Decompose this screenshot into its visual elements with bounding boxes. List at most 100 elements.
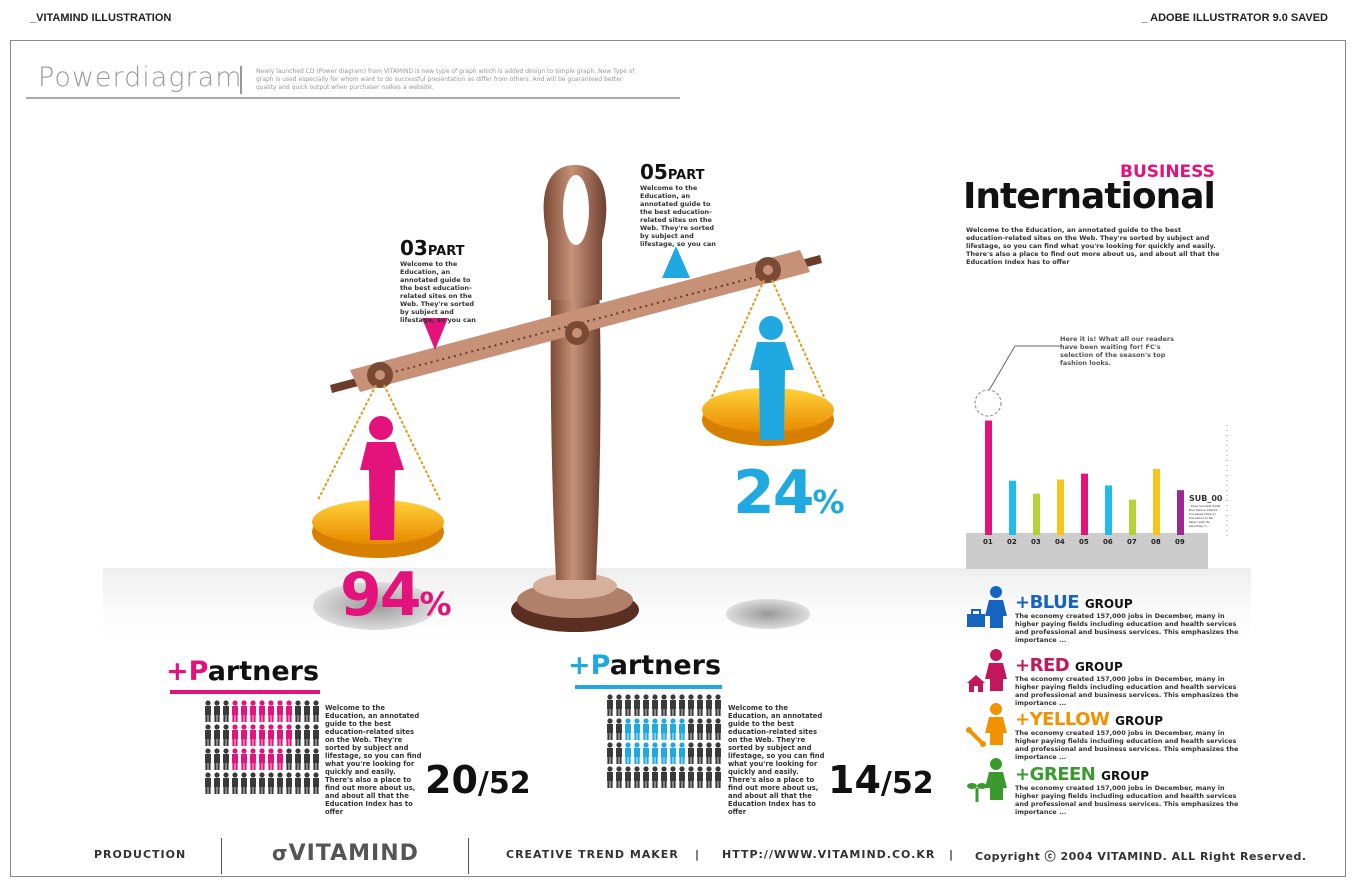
person-icon (295, 748, 301, 770)
person-icon (715, 742, 721, 764)
partners-right-text: Welcome to the Education, an annotated g… (728, 704, 825, 816)
left-pan-shadow (313, 582, 437, 630)
person-icon (259, 724, 265, 746)
callout-circle (974, 389, 1002, 417)
left-part-block: 03PART Welcome to the Education, an anno… (400, 236, 490, 324)
partners-right-fraction: 14/52 (828, 758, 934, 802)
partners-right-title: +Partners (568, 650, 722, 681)
person-icon (268, 724, 274, 746)
sub-label: SUB_00 (1189, 494, 1223, 503)
partners-left-title: +Partners (166, 656, 320, 687)
bars-group (985, 420, 1184, 535)
group-red: +RED GROUP The economy created 157,000 j… (963, 649, 1253, 711)
tick-label-08: 08 (1151, 538, 1161, 546)
tick-label-07: 07 (1127, 538, 1137, 546)
person-icon (652, 718, 658, 740)
group-red-name: +RED GROUP (1015, 655, 1123, 676)
scale-beam (350, 250, 810, 392)
partners-right-rule (575, 685, 722, 689)
person-icon (715, 766, 721, 788)
person-icon (679, 694, 685, 716)
house-icon (967, 649, 1007, 692)
person-icon (661, 766, 667, 788)
chart-callout: Here it is! What all our readers have be… (1060, 335, 1175, 367)
international-desc: Welcome to the Education, an annotated g… (966, 226, 1220, 266)
right-part-text: Welcome to the Education, an annotated g… (640, 184, 716, 248)
group-yellow: +YELLOW GROUP The economy created 157,00… (963, 703, 1253, 765)
tick-label-02: 02 (1007, 538, 1017, 546)
person-icon (634, 718, 640, 740)
person-icon (670, 694, 676, 716)
person-icon (304, 724, 310, 746)
bar-02 (1009, 480, 1016, 535)
person-icon (652, 742, 658, 764)
person-icon (250, 772, 256, 794)
footer-separator-2 (468, 838, 469, 874)
bar-01 (985, 420, 992, 535)
person-icon (295, 724, 301, 746)
left-part-title: 03PART (400, 236, 465, 260)
person-icon (652, 766, 658, 788)
bar-06 (1105, 485, 1112, 535)
person-icon (268, 772, 274, 794)
person-icon (232, 772, 238, 794)
person-icon (607, 742, 613, 764)
bar-chart: 01 02 03 04 05 06 07 08 09 (966, 345, 1228, 569)
person-icon (616, 718, 622, 740)
group-blue-text: The economy created 157,000 jobs in Dece… (1015, 612, 1239, 644)
footer-production: PRODUCTION (94, 848, 187, 861)
person-icon (304, 772, 310, 794)
person-icon (304, 748, 310, 770)
vitamind-logo: σVITAMIND (272, 841, 419, 866)
person-icon (241, 700, 247, 722)
person-icon (250, 724, 256, 746)
tick-label-09: 09 (1175, 538, 1185, 546)
right-percent: 24% (733, 458, 845, 528)
group-yellow-name: +YELLOW GROUP (1015, 709, 1163, 730)
person-icon (688, 718, 694, 740)
tick-label-01: 01 (983, 538, 993, 546)
people-grid-left (204, 700, 320, 798)
person-icon (214, 700, 220, 722)
person-icon (688, 694, 694, 716)
person-icon (625, 694, 631, 716)
floor-band (103, 568, 1251, 638)
person-icon (223, 772, 229, 794)
person-icon (286, 700, 292, 722)
person-icon (268, 700, 274, 722)
person-icon (286, 748, 292, 770)
person-icon (706, 766, 712, 788)
person-icon (313, 748, 319, 770)
person-icon (205, 772, 211, 794)
person-icon (232, 724, 238, 746)
person-icon (214, 748, 220, 770)
footer-trend: CREATIVE TREND MAKER (506, 848, 679, 861)
person-icon (625, 742, 631, 764)
person-icon (715, 694, 721, 716)
footer-url-link[interactable]: HTTP://WWW.VITAMIND.CO.KR (722, 848, 936, 861)
left-part-text: Welcome to the Education, an annotated g… (400, 260, 476, 324)
chains (317, 279, 831, 501)
sprout-icon (967, 758, 1007, 802)
person-icon (241, 748, 247, 770)
person-icon (223, 748, 229, 770)
person-icon (277, 724, 283, 746)
chart-base (966, 533, 1208, 569)
person-icon (643, 766, 649, 788)
group-green-name: +GREEN GROUP (1015, 764, 1149, 785)
person-icon (607, 718, 613, 740)
left-marker (422, 318, 448, 350)
footer-pipe-1: | (695, 848, 701, 861)
person-icon (223, 700, 229, 722)
person-icon (232, 700, 238, 722)
person-icon (313, 700, 319, 722)
footer: PRODUCTION σVITAMIND CREATIVE TREND MAKE… (0, 838, 1356, 874)
callout-line (987, 345, 1062, 393)
footer-copyright: Copyright ⓒ 2004 VITAMIND. ALL Right Res… (975, 850, 1307, 863)
right-part-block: 05PART Welcome to the Education, an anno… (640, 160, 730, 248)
person-icon (697, 766, 703, 788)
person-icon (715, 718, 721, 740)
person-icon (634, 766, 640, 788)
x-tick-labels: 01 02 03 04 05 06 07 08 09 (983, 538, 1185, 546)
business-kicker: BUSINESS (1120, 162, 1215, 182)
